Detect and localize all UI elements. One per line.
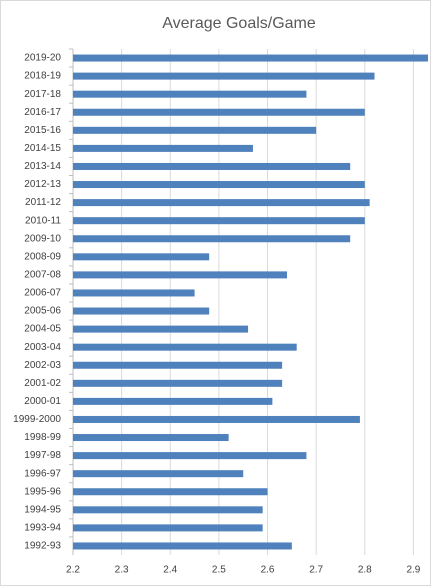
bar <box>73 452 307 460</box>
bar <box>73 542 292 550</box>
bar <box>73 343 297 351</box>
y-tick-label: 2013-14 <box>24 161 61 172</box>
x-tick-label: 2.2 <box>66 565 80 576</box>
bar <box>73 253 210 261</box>
y-tick-label: 1995-96 <box>24 486 61 497</box>
x-tick-label: 2.4 <box>163 565 177 576</box>
x-tick-label: 2.5 <box>212 565 226 576</box>
x-tick-label: 2.6 <box>261 565 275 576</box>
bar <box>73 90 307 98</box>
y-tick-label: 2008-09 <box>24 251 61 262</box>
bar <box>73 470 244 478</box>
y-tick-label: 2019-20 <box>24 53 61 64</box>
bar <box>73 72 375 80</box>
x-tick-label: 2.8 <box>358 565 372 576</box>
bar <box>73 289 195 297</box>
y-tick-label: 2009-10 <box>24 233 61 244</box>
bar <box>73 361 283 369</box>
bar <box>73 144 253 152</box>
y-tick-label: 2016-17 <box>24 107 61 118</box>
y-tick-label: 2011-12 <box>25 197 61 208</box>
bar <box>73 162 351 170</box>
y-tick-label: 1992-93 <box>24 541 61 552</box>
bar <box>73 126 317 134</box>
y-tick-label: 2002-03 <box>24 360 61 371</box>
bar <box>73 217 365 225</box>
bar <box>73 199 370 207</box>
y-tick-label: 2004-05 <box>24 324 61 335</box>
y-tick-label: 1996-97 <box>24 468 61 479</box>
bar <box>73 54 428 62</box>
y-tick-label: 2001-02 <box>24 378 61 389</box>
bar <box>73 524 263 532</box>
y-tick-label: 2003-04 <box>24 342 61 353</box>
bar <box>73 488 268 496</box>
y-tick-label: 2010-11 <box>25 215 61 226</box>
bar <box>73 415 360 423</box>
bar <box>73 325 249 333</box>
bar <box>73 271 287 279</box>
y-tick-label: 2006-07 <box>24 288 61 299</box>
x-tick-label: 2.3 <box>115 565 129 576</box>
chart-title: Average Goals/Game <box>162 15 316 32</box>
y-tick-label: 2000-01 <box>24 396 61 407</box>
bar <box>73 181 365 189</box>
bar <box>73 307 210 315</box>
y-tick-label: 2018-19 <box>24 71 61 82</box>
y-tick-label: 2015-16 <box>24 125 61 136</box>
y-tick-label: 2014-15 <box>24 143 61 154</box>
y-tick-label: 2007-08 <box>24 270 61 281</box>
y-tick-label: 1999-2000 <box>13 414 61 425</box>
bar <box>73 235 351 243</box>
y-tick-label: 2012-13 <box>24 179 61 190</box>
bar <box>73 434 229 442</box>
y-tick-label: 2017-18 <box>24 89 61 100</box>
x-tick-label: 2.7 <box>309 565 323 576</box>
bar <box>73 379 283 387</box>
y-tick-label: 1997-98 <box>24 450 61 461</box>
bar <box>73 397 273 405</box>
bar <box>73 506 263 514</box>
y-tick-label: 1993-94 <box>24 523 61 534</box>
bar <box>73 108 365 116</box>
x-tick-label: 2.9 <box>406 565 420 576</box>
y-tick-label: 1994-95 <box>24 504 61 515</box>
y-tick-label: 2005-06 <box>24 306 61 317</box>
y-tick-label: 1998-99 <box>24 432 61 443</box>
